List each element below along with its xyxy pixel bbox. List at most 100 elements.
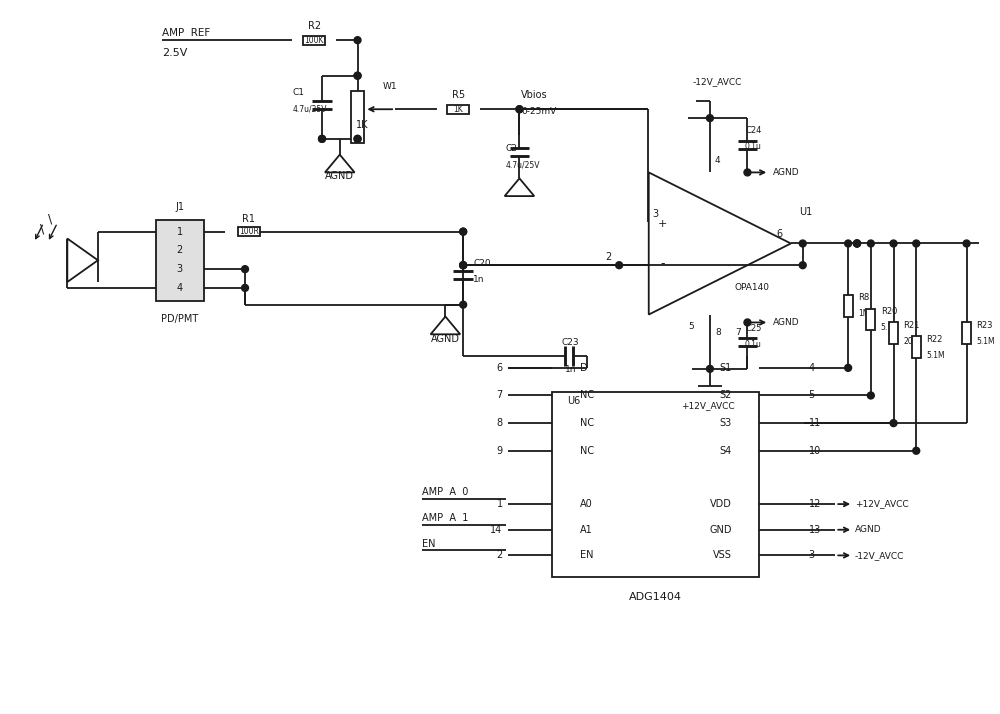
Circle shape bbox=[354, 72, 361, 79]
Text: NC: NC bbox=[580, 391, 594, 401]
Text: 8: 8 bbox=[497, 418, 503, 428]
Bar bbox=[303, 36, 325, 44]
Text: R1: R1 bbox=[242, 213, 255, 223]
Text: 5.1M: 5.1M bbox=[926, 351, 945, 360]
Text: 11: 11 bbox=[809, 418, 821, 428]
Text: 4: 4 bbox=[177, 283, 183, 293]
Text: AGND: AGND bbox=[855, 526, 882, 534]
Text: 1n: 1n bbox=[473, 274, 485, 283]
Text: R2: R2 bbox=[308, 21, 321, 31]
Text: R22: R22 bbox=[926, 335, 942, 343]
Circle shape bbox=[706, 115, 713, 121]
Circle shape bbox=[616, 262, 623, 268]
Text: -12V_AVCC: -12V_AVCC bbox=[855, 551, 904, 560]
Text: S3: S3 bbox=[719, 418, 732, 428]
Text: S2: S2 bbox=[719, 391, 732, 401]
Text: 5: 5 bbox=[688, 322, 694, 331]
Circle shape bbox=[460, 228, 467, 235]
Text: 0-25mV: 0-25mV bbox=[521, 106, 557, 116]
Text: 20M: 20M bbox=[903, 337, 920, 346]
Text: 9: 9 bbox=[497, 446, 503, 456]
Text: 1: 1 bbox=[497, 499, 503, 509]
Text: 6: 6 bbox=[776, 228, 782, 238]
Circle shape bbox=[867, 392, 874, 399]
Text: PD/PMT: PD/PMT bbox=[161, 313, 198, 323]
Text: S1: S1 bbox=[719, 363, 732, 373]
Text: 0.1u: 0.1u bbox=[745, 340, 762, 348]
Bar bbox=[912, 336, 921, 358]
Text: AGND: AGND bbox=[431, 334, 460, 344]
Bar bbox=[156, 220, 204, 301]
Text: C24: C24 bbox=[745, 126, 762, 136]
Text: NC: NC bbox=[580, 418, 594, 428]
Circle shape bbox=[799, 262, 806, 268]
Text: AMP  REF: AMP REF bbox=[162, 29, 210, 39]
Text: EN: EN bbox=[580, 550, 593, 560]
Text: VSS: VSS bbox=[713, 550, 732, 560]
Text: VDD: VDD bbox=[710, 499, 732, 509]
Text: 10: 10 bbox=[809, 446, 821, 456]
Text: AMP  A  1: AMP A 1 bbox=[422, 513, 468, 523]
Circle shape bbox=[890, 420, 897, 426]
Circle shape bbox=[799, 240, 806, 247]
Text: C25: C25 bbox=[745, 324, 762, 333]
Text: GND: GND bbox=[709, 525, 732, 535]
Circle shape bbox=[242, 266, 248, 273]
Text: +: + bbox=[658, 218, 667, 228]
Text: \: \ bbox=[48, 212, 53, 226]
Text: +12V_AVCC: +12V_AVCC bbox=[855, 500, 909, 508]
Text: 13: 13 bbox=[809, 525, 821, 535]
Bar bbox=[351, 91, 364, 143]
Circle shape bbox=[460, 301, 467, 308]
Text: 2: 2 bbox=[177, 246, 183, 256]
Text: R21: R21 bbox=[903, 321, 920, 330]
Text: 6: 6 bbox=[497, 363, 503, 373]
Text: ADG1404: ADG1404 bbox=[629, 592, 682, 602]
Text: Vbios: Vbios bbox=[521, 91, 548, 101]
Circle shape bbox=[460, 262, 467, 268]
Text: C1: C1 bbox=[292, 88, 304, 97]
Text: 5.1M: 5.1M bbox=[976, 337, 995, 346]
Circle shape bbox=[460, 262, 467, 268]
Circle shape bbox=[854, 240, 860, 247]
Text: \: \ bbox=[40, 222, 44, 235]
Circle shape bbox=[890, 240, 897, 247]
Text: OPA140: OPA140 bbox=[735, 283, 770, 293]
Bar bbox=[447, 105, 469, 114]
Text: C2: C2 bbox=[506, 144, 517, 154]
Text: AMP  A  0: AMP A 0 bbox=[422, 487, 468, 497]
Circle shape bbox=[516, 106, 523, 113]
Text: A1: A1 bbox=[580, 525, 592, 535]
Text: 7: 7 bbox=[496, 391, 503, 401]
Text: R23: R23 bbox=[976, 321, 993, 330]
Text: AGND: AGND bbox=[773, 168, 800, 177]
Text: R8: R8 bbox=[858, 293, 869, 302]
Text: 2: 2 bbox=[605, 252, 611, 262]
Text: 3: 3 bbox=[177, 264, 183, 274]
Circle shape bbox=[319, 136, 325, 142]
Text: 4: 4 bbox=[809, 363, 815, 373]
Circle shape bbox=[516, 106, 523, 113]
Text: U6: U6 bbox=[567, 396, 580, 406]
Text: 1: 1 bbox=[177, 226, 183, 236]
Text: D: D bbox=[580, 363, 587, 373]
Text: 1n: 1n bbox=[565, 366, 577, 374]
Circle shape bbox=[867, 240, 874, 247]
Text: 2.5V: 2.5V bbox=[162, 48, 187, 58]
Circle shape bbox=[913, 447, 920, 454]
Bar bbox=[552, 391, 759, 577]
Text: 0.1u: 0.1u bbox=[745, 142, 762, 151]
Text: 4.7u/25V: 4.7u/25V bbox=[292, 105, 327, 114]
Text: R5: R5 bbox=[452, 91, 465, 101]
Circle shape bbox=[354, 72, 361, 79]
Text: C23: C23 bbox=[562, 338, 580, 347]
Text: -12V_AVCC: -12V_AVCC bbox=[692, 77, 742, 86]
Text: 7: 7 bbox=[736, 328, 741, 337]
Text: 3: 3 bbox=[653, 209, 659, 219]
Text: 1K: 1K bbox=[356, 120, 369, 130]
Bar bbox=[866, 308, 875, 331]
Circle shape bbox=[854, 240, 860, 247]
Circle shape bbox=[744, 319, 751, 326]
Text: 2: 2 bbox=[496, 550, 503, 560]
Text: 4: 4 bbox=[715, 156, 720, 165]
